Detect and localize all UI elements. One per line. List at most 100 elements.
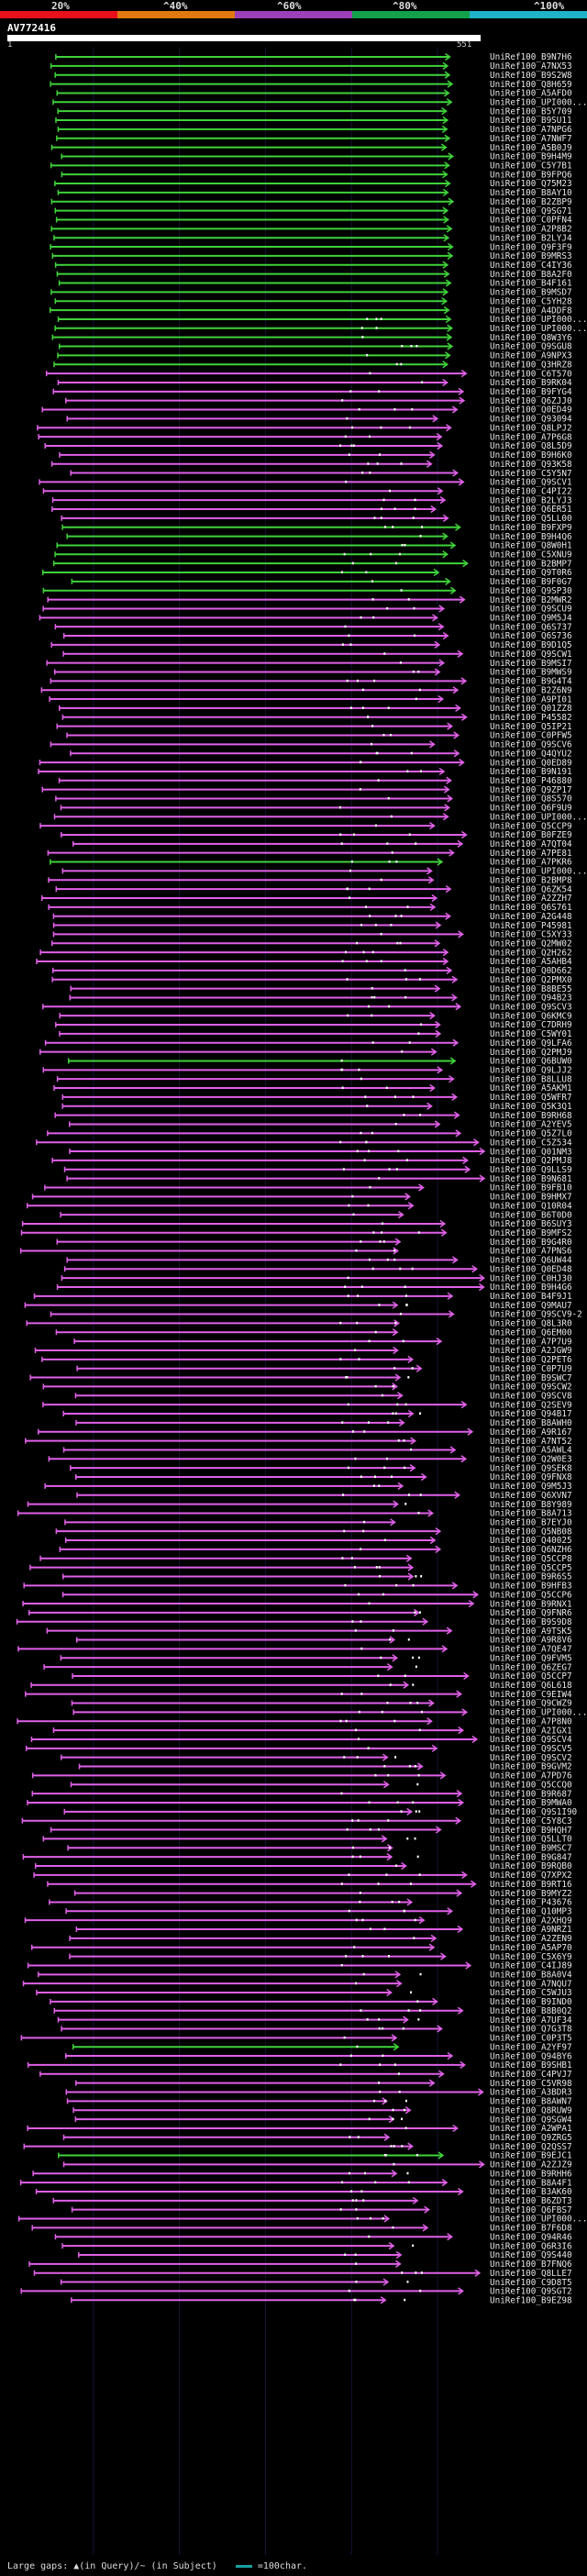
hit-row[interactable]: UniRef100_B9N191 (38, 767, 572, 777)
hit-label[interactable]: UniRef100_Q0ED89 (490, 758, 572, 768)
hit-label[interactable]: UniRef100_Q0ED48 (490, 1264, 572, 1274)
hit-label[interactable]: UniRef100_Q7XPX2 (490, 1871, 572, 1881)
hit-row[interactable]: UniRef100_Q6S761 (48, 903, 572, 913)
hit-label[interactable]: UniRef100_Q6NZH6 (490, 1545, 572, 1555)
hit-label[interactable]: UniRef100_B9H4M9 (490, 152, 572, 162)
hit-row[interactable]: UniRef100_C5VR98 (75, 2079, 572, 2089)
hit-row[interactable]: UniRef100_C0PFN4 (55, 216, 572, 226)
hit-row[interactable]: UniRef100_B9RT16 (47, 1880, 572, 1890)
hit-row[interactable]: UniRef100_B9G4T4 (50, 677, 572, 687)
hit-label[interactable]: UniRef100_Q9SCV1 (490, 478, 572, 488)
hit-label[interactable]: UniRef100_Q6ZK54 (490, 884, 572, 894)
hit-row[interactable]: UniRef100_Q2SEV9 (42, 1400, 572, 1410)
hit-row[interactable]: UniRef100_B9MWA0 (27, 1798, 572, 1808)
hit-row[interactable]: UniRef100_B0FZE9 (61, 830, 572, 840)
hit-row[interactable]: UniRef100_Q9SCV6 (50, 740, 572, 750)
hit-row[interactable]: UniRef100_UPI000... (52, 98, 587, 108)
hit-label[interactable]: UniRef100_Q9S440 (490, 2250, 572, 2260)
hit-label[interactable]: UniRef100_B2BMP7 (490, 559, 572, 569)
hit-row[interactable]: UniRef100_B6SUY3 (21, 1219, 572, 1229)
hit-label[interactable]: UniRef100_A5AFD0 (490, 89, 572, 99)
hit-label[interactable]: UniRef100_C5Y5N7 (490, 469, 572, 479)
hit-row[interactable]: UniRef100_Q9M5J4 (39, 614, 572, 624)
hit-label[interactable]: UniRef100_B9HFB3 (490, 1582, 572, 1592)
hit-label[interactable]: UniRef100_A2WPA1 (490, 2124, 572, 2134)
hit-row[interactable]: UniRef100_Q0ED48 (63, 1264, 572, 1274)
hit-row[interactable]: UniRef100_C9D8T5 (60, 2278, 572, 2288)
hit-row[interactable]: UniRef100_Q2PMJ8 (51, 1156, 572, 1166)
hit-label[interactable]: UniRef100_Q9SCU9 (490, 605, 572, 615)
hit-label[interactable]: UniRef100_Q6BUW0 (490, 1057, 572, 1067)
hit-label[interactable]: UniRef100_C0P7U9 (490, 1364, 572, 1374)
hit-label[interactable]: UniRef100_A7P7U9 (490, 1337, 572, 1347)
hit-label[interactable]: UniRef100_A3BDR3 (490, 2088, 572, 2098)
hit-row[interactable]: UniRef100_B9N7H6 (55, 52, 572, 62)
hit-row[interactable]: UniRef100_Q5WFR7 (61, 1093, 572, 1103)
hit-label[interactable]: UniRef100_A2XHQ9 (490, 1915, 572, 1926)
hit-row[interactable]: UniRef100_Q8L5D9 (44, 441, 572, 451)
hit-row[interactable]: UniRef100_Q5CCQ0 (70, 1780, 572, 1790)
hit-row[interactable]: UniRef100_Q94BY6 (64, 2051, 572, 2061)
hit-label[interactable]: UniRef100_UPI000... (490, 98, 587, 108)
hit-row[interactable]: UniRef100_Q6ZEG7 (43, 1662, 572, 1672)
hit-row[interactable]: UniRef100_B9H6K0 (59, 450, 572, 461)
hit-row[interactable]: UniRef100_Q9S1I90 (63, 1807, 577, 1817)
hit-row[interactable]: UniRef100_A7QT04 (72, 839, 572, 849)
hit-row[interactable]: UniRef100_B9H4G6 (56, 1282, 572, 1293)
hit-label[interactable]: UniRef100_B9R6S5 (490, 1572, 572, 1582)
hit-label[interactable]: UniRef100_B9RH68 (490, 1111, 572, 1121)
hit-row[interactable]: UniRef100_Q6S737 (54, 622, 572, 632)
hit-row[interactable]: UniRef100_Q6EM00 (55, 1327, 572, 1338)
hit-row[interactable]: UniRef100_Q6KMC9 (59, 1011, 572, 1021)
hit-label[interactable]: UniRef100_C5WJU3 (490, 1988, 572, 1998)
hit-row[interactable]: UniRef100_Q93K58 (50, 460, 572, 470)
hit-row[interactable]: UniRef100_A5AKM1 (53, 1083, 572, 1094)
hit-row[interactable]: UniRef100_B9H4M9 (61, 152, 572, 162)
hit-row[interactable]: UniRef100_Q9SG71 (54, 206, 572, 217)
hit-row[interactable]: UniRef100_A9R8V6 (75, 1636, 572, 1646)
hit-label[interactable]: UniRef100_A7PE81 (490, 849, 572, 859)
hit-label[interactable]: UniRef100_Q9SCV6 (490, 740, 572, 750)
hit-row[interactable]: UniRef100_B2ZBP9 (50, 197, 572, 207)
hit-label[interactable]: UniRef100_A2P8B2 (490, 225, 572, 235)
hit-label[interactable]: UniRef100_Q5LLT0 (490, 1835, 572, 1845)
hit-row[interactable]: UniRef100_B8AWH0 (75, 1418, 572, 1428)
hit-label[interactable]: UniRef100_Q94B23 (490, 994, 572, 1004)
hit-label[interactable]: UniRef100_C0HJ30 (490, 1273, 572, 1283)
hit-row[interactable]: UniRef100_Q4QYU2 (70, 749, 572, 759)
hit-label[interactable]: UniRef100_C0PFN4 (490, 216, 572, 226)
hit-label[interactable]: UniRef100_Q8S570 (490, 794, 572, 805)
hit-label[interactable]: UniRef100_B9MSC7 (490, 1843, 572, 1853)
hit-row[interactable]: UniRef100_UPI000... (53, 812, 587, 822)
hit-label[interactable]: UniRef100_C5WY01 (490, 1029, 572, 1039)
hit-row[interactable]: UniRef100_Q9FVM5 (60, 1653, 572, 1663)
hit-label[interactable]: UniRef100_B9RK04 (490, 378, 572, 388)
hit-row[interactable]: UniRef100_A9TSK5 (46, 1627, 572, 1637)
hit-row[interactable]: UniRef100_Q7XPX2 (33, 1871, 572, 1881)
hit-row[interactable]: UniRef100_Q94R46 (54, 2232, 572, 2242)
hit-row[interactable]: UniRef100_B9HMX7 (31, 1193, 572, 1203)
hit-row[interactable]: UniRef100_Q6ZK54 (55, 884, 572, 894)
hit-label[interactable]: UniRef100_Q01NM3 (490, 1147, 572, 1157)
hit-label[interactable]: UniRef100_Q0ED49 (490, 405, 572, 416)
hit-label[interactable]: UniRef100_B4F161 (490, 279, 572, 289)
hit-label[interactable]: UniRef100_C0P3T5 (490, 2034, 572, 2044)
hit-row[interactable]: UniRef100_B8BE55 (70, 984, 572, 994)
hit-row[interactable]: UniRef100_B9SWC7 (29, 1373, 572, 1383)
hit-row[interactable]: UniRef100_Q9SP30 (42, 586, 572, 596)
hit-row[interactable]: UniRef100_A7NPG6 (57, 125, 572, 135)
hit-label[interactable]: UniRef100_Q9S1I90 (490, 1807, 577, 1817)
hit-row[interactable]: UniRef100_A2YF97 (72, 2042, 572, 2052)
hit-row[interactable]: UniRef100_A7NX53 (50, 61, 572, 72)
hit-row[interactable]: UniRef100_Q9SCU9 (42, 605, 572, 615)
hit-label[interactable]: UniRef100_B9MSI7 (490, 659, 572, 669)
hit-row[interactable]: UniRef100_Q5CCP9 (39, 821, 572, 831)
hit-label[interactable]: UniRef100_Q7G3T8 (490, 2025, 572, 2035)
hit-row[interactable]: UniRef100_Q6L618 (30, 1681, 572, 1691)
hit-row[interactable]: UniRef100_B8A713 (17, 1509, 572, 1519)
hit-label[interactable]: UniRef100_B5Y709 (490, 106, 572, 117)
hit-label[interactable]: UniRef100_Q8RUW9 (490, 2105, 572, 2115)
hit-label[interactable]: UniRef100_Q9FNR6 (490, 1608, 572, 1618)
hit-row[interactable]: UniRef100_Q5NB08 (55, 1527, 572, 1537)
hit-label[interactable]: UniRef100_B9H6K0 (490, 450, 572, 461)
